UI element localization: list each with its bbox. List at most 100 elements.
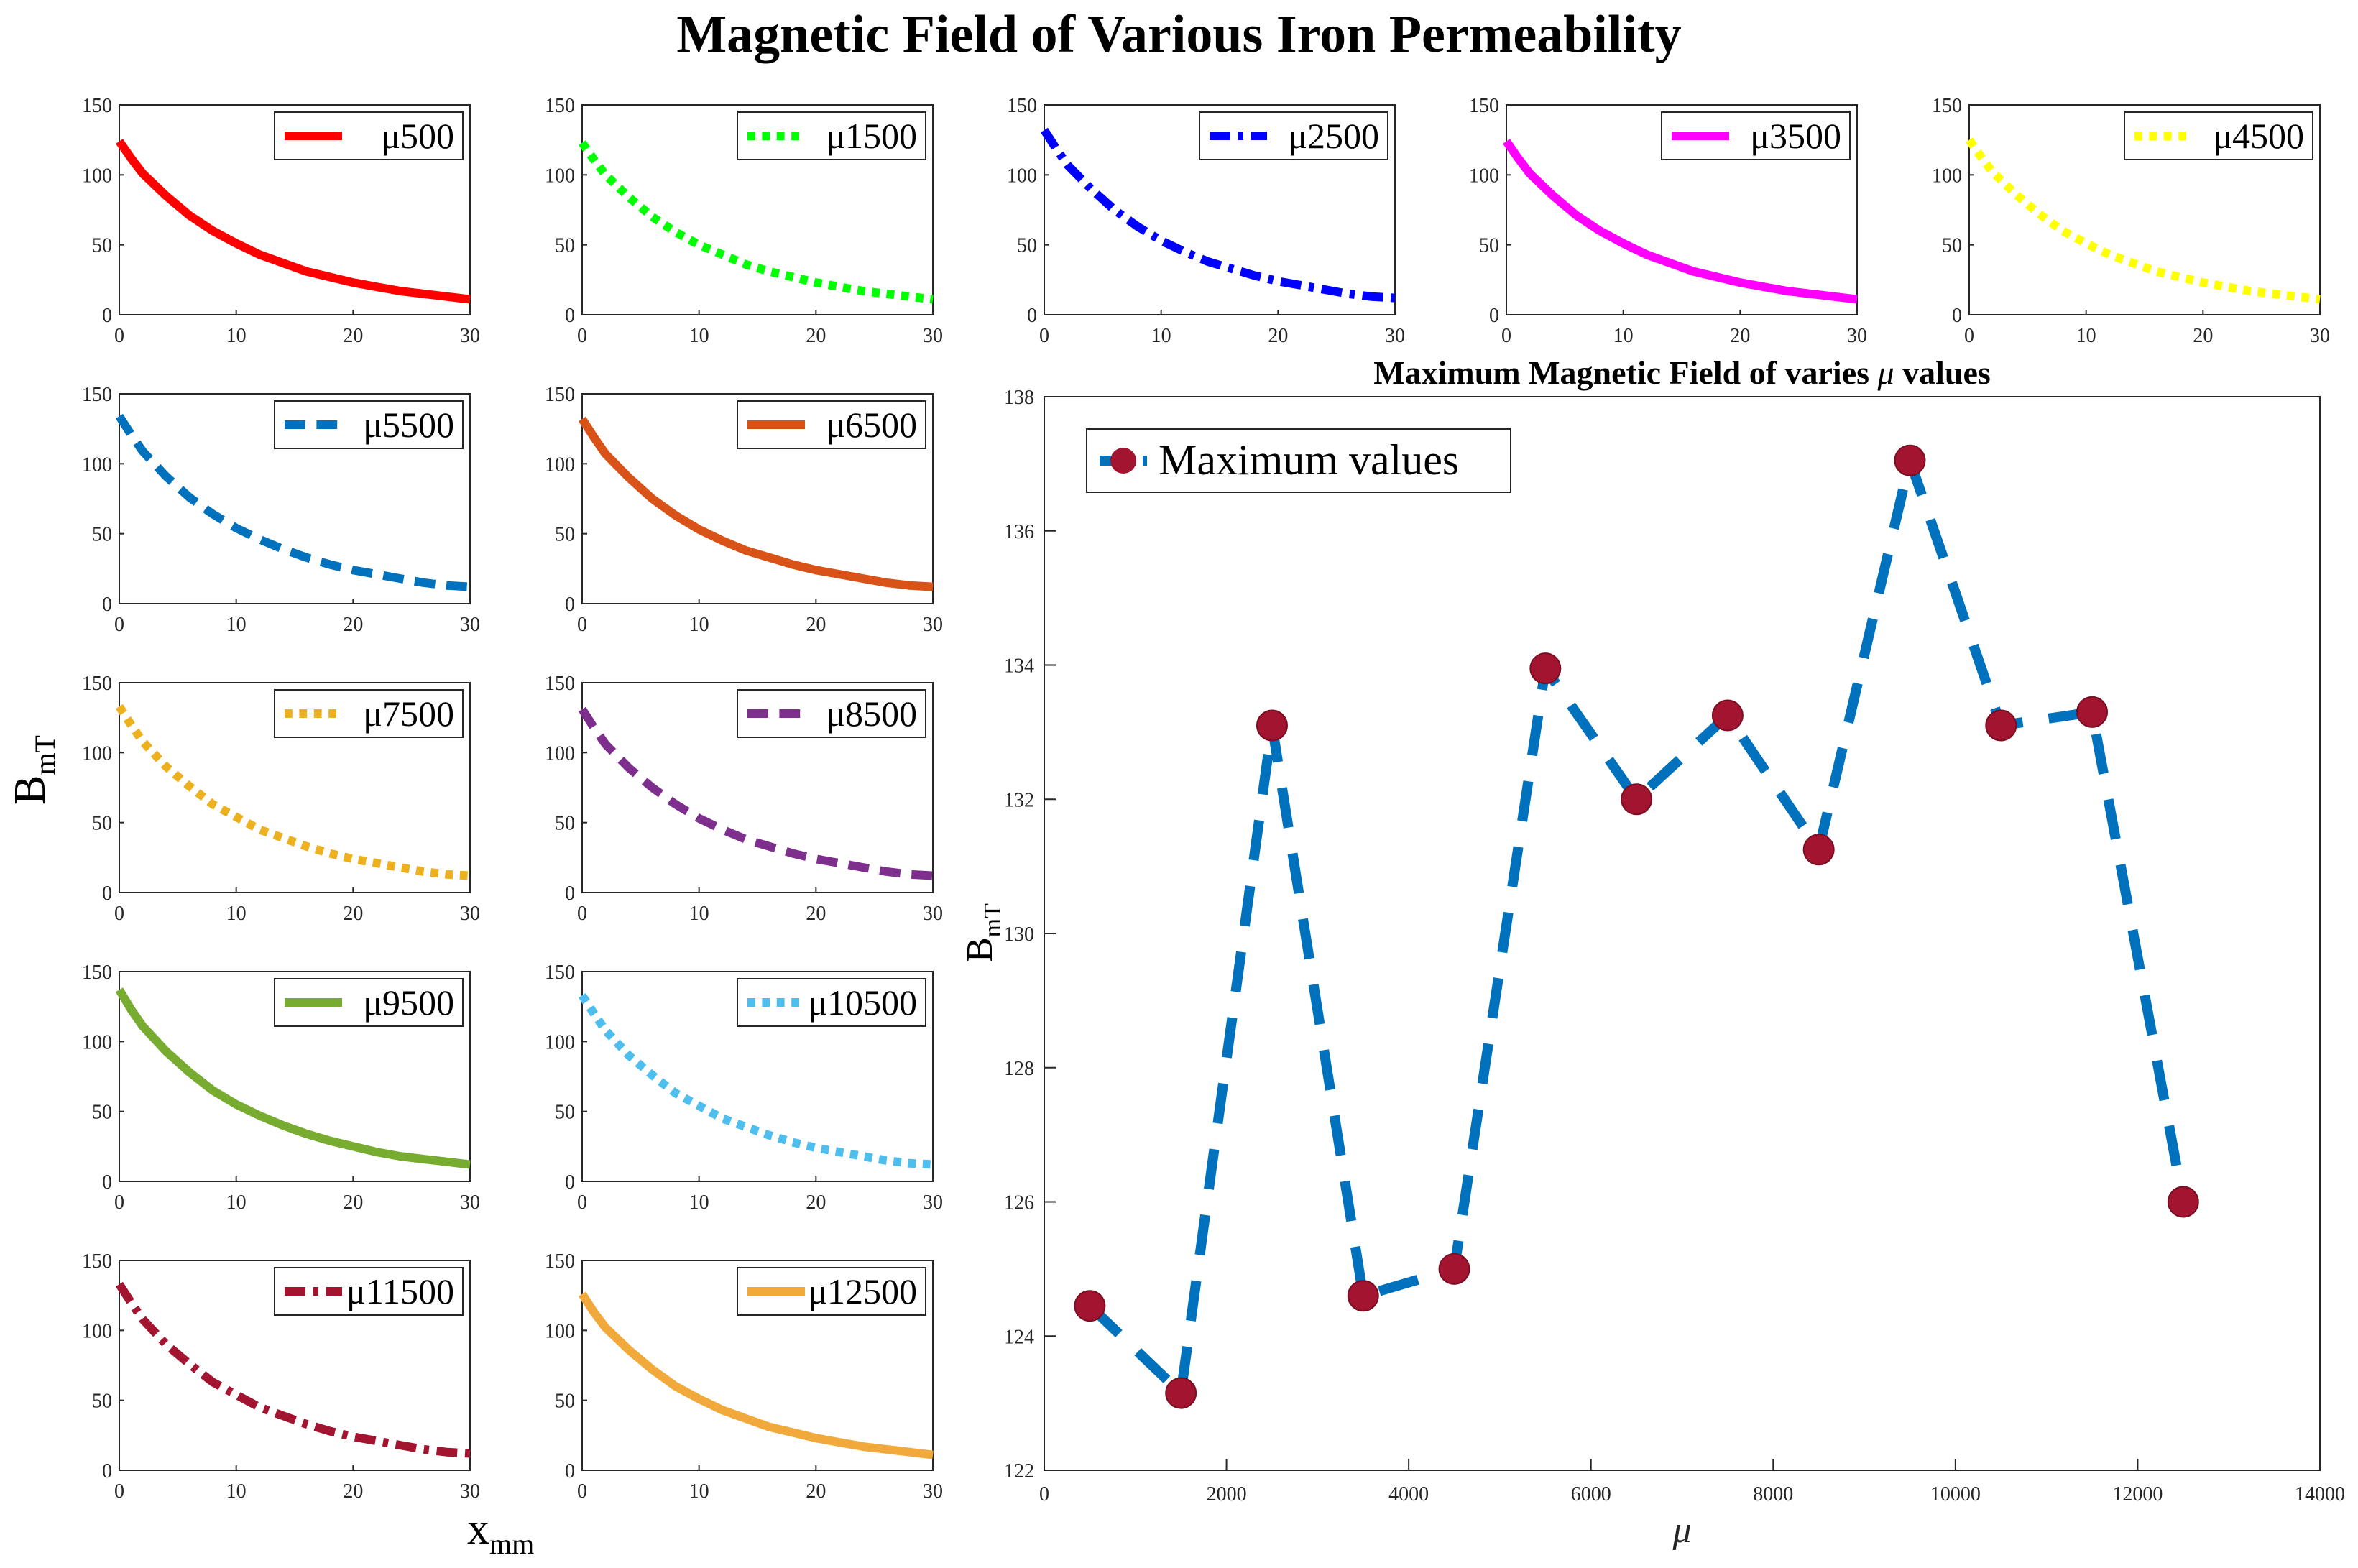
x-tick-label: 10 [226, 1191, 247, 1214]
y-tick-label: 50 [92, 1391, 112, 1413]
chart-title-suffix: values [1894, 354, 1991, 391]
y-tick-label: 150 [545, 673, 575, 695]
legend-mu9500: μ9500 [274, 978, 464, 1027]
y-tick-label: 50 [92, 813, 112, 835]
x-tick-label: 10 [689, 325, 709, 347]
x-tick-label: 30 [923, 903, 943, 925]
x-tick-label: 10 [2076, 325, 2096, 347]
y-tick-label: 0 [102, 1460, 112, 1482]
figure-title: Magnetic Field of Various Iron Permeabil… [676, 5, 1682, 64]
legend-label: μ6500 [826, 405, 917, 445]
x-tick-label: 10 [689, 1480, 709, 1503]
legend-mu6500: μ6500 [737, 400, 926, 449]
legend-box [1199, 111, 1388, 160]
legend-box [274, 400, 464, 449]
y-tick-label: 50 [555, 524, 575, 546]
y-tick-label: 150 [1469, 95, 1499, 117]
y-tick-label: 150 [82, 384, 112, 406]
y-tick-label: 150 [82, 1250, 112, 1273]
y-tick-label: 50 [92, 1102, 112, 1124]
y-tick-label: 134 [1004, 655, 1034, 678]
series-line-mu9500 [115, 987, 471, 1169]
x-tick-label: 0 [114, 325, 124, 347]
y-tick-label: 150 [82, 95, 112, 117]
subplot-mu5500: 0 10 20 30 0 50 100 150 μ5500 [82, 384, 480, 636]
data-point-mu-10500 [1985, 709, 2017, 742]
y-tick-label: 50 [92, 524, 112, 546]
x-tick-label: 4000 [1388, 1483, 1429, 1505]
x-tick-label: 20 [806, 1191, 826, 1214]
x-tick-label: 6000 [1571, 1483, 1611, 1505]
legend-box [737, 689, 926, 738]
x-tick-label: 0 [114, 1480, 124, 1503]
data-point-mu-7500 [1711, 699, 1744, 732]
x-tick-label: 0 [114, 614, 124, 636]
y-tick-label: 0 [565, 305, 575, 327]
series-line-mu5500 [115, 413, 471, 591]
x-tick-label: 0 [577, 614, 587, 636]
x-tick-label: 0 [1501, 325, 1511, 347]
legend-label: μ10500 [808, 982, 917, 1023]
legend-label: μ5500 [363, 405, 454, 445]
shared-x-label: xmm [467, 1505, 534, 1560]
subplot-mu4500: 0 10 20 30 0 50 100 150 μ4500 [1932, 95, 2330, 347]
x-tick-label: 30 [2310, 325, 2330, 347]
y-tick-label: 0 [102, 1171, 112, 1194]
x-tick-label: 0 [577, 1191, 587, 1214]
y-tick-label: 0 [102, 594, 112, 616]
series-line-mu2500 [1040, 127, 1396, 303]
series-line-mu11500 [115, 1281, 471, 1458]
x-tick-label: 20 [343, 1480, 363, 1503]
y-tick-label: 100 [82, 453, 112, 476]
legend-label: μ8500 [826, 693, 917, 734]
legend-label: Maximum values [1159, 436, 1459, 484]
y-tick-label: 50 [555, 235, 575, 257]
data-point-mu-4500 [1438, 1253, 1470, 1285]
legend-label: μ1500 [826, 116, 917, 156]
subplot-max-values: Maximum Magnetic Field of varies μ value… [959, 354, 2345, 1551]
legend-mu3500: μ3500 [1661, 111, 1851, 160]
y-tick-label: 150 [545, 961, 575, 984]
x-tick-label: 20 [1268, 325, 1288, 347]
y-tick-label: 0 [1489, 305, 1499, 327]
y-tick-label: 150 [82, 961, 112, 984]
x-tick-label: 30 [460, 325, 480, 347]
legend-label: μ4500 [2213, 116, 2304, 156]
x-tick-label: 20 [343, 1191, 363, 1214]
series-line-mu6500 [578, 416, 934, 591]
subplot-mu3500: 0 10 20 30 0 50 100 150 μ3500 [1469, 95, 1867, 347]
legend-box [737, 111, 926, 160]
shared-y-label: BmT [6, 735, 61, 805]
y-axis-label: BmT [959, 903, 1006, 962]
legend-mu7500: μ7500 [274, 689, 464, 738]
x-tick-label: 20 [806, 903, 826, 925]
x-tick-label: 10 [226, 903, 247, 925]
y-tick-label: 150 [545, 384, 575, 406]
x-tick-label: 30 [923, 614, 943, 636]
chart-title-symbol: μ [1877, 354, 1894, 391]
data-point-mu-3500 [1347, 1280, 1379, 1312]
x-tick-label: 20 [343, 903, 363, 925]
legend-marker [1110, 448, 1136, 474]
legend-mu500: μ500 [274, 111, 464, 160]
subplot-mu500: 0 10 20 30 0 50 100 150 μ500 [82, 95, 480, 347]
chart-title: Maximum Magnetic Field of varies μ value… [1373, 354, 1991, 391]
y-tick-label: 100 [1932, 165, 1962, 187]
x-tick-label: 14000 [2295, 1483, 2345, 1505]
y-tick-label: 0 [102, 882, 112, 905]
x-tick-label: 30 [923, 325, 943, 347]
subplot-mu10500: 0 10 20 30 0 50 100 150 μ10500 [545, 961, 943, 1214]
x-tick-label: 30 [923, 1480, 943, 1503]
series-line-mu7500 [115, 704, 471, 880]
legend-box [274, 1267, 464, 1316]
y-tick-label: 138 [1004, 387, 1034, 409]
subplot-mu8500: 0 10 20 30 0 50 100 150 μ8500 [545, 673, 943, 925]
data-point-mu-12500 [2167, 1186, 2199, 1218]
y-tick-label: 100 [545, 1031, 575, 1053]
x-tick-label: 30 [1847, 325, 1867, 347]
y-tick-label: 100 [82, 1320, 112, 1342]
x-tick-label: 0 [1039, 1483, 1049, 1505]
x-tick-label: 20 [806, 614, 826, 636]
y-tick-label: 136 [1004, 521, 1034, 543]
legend-label: μ500 [381, 116, 454, 156]
